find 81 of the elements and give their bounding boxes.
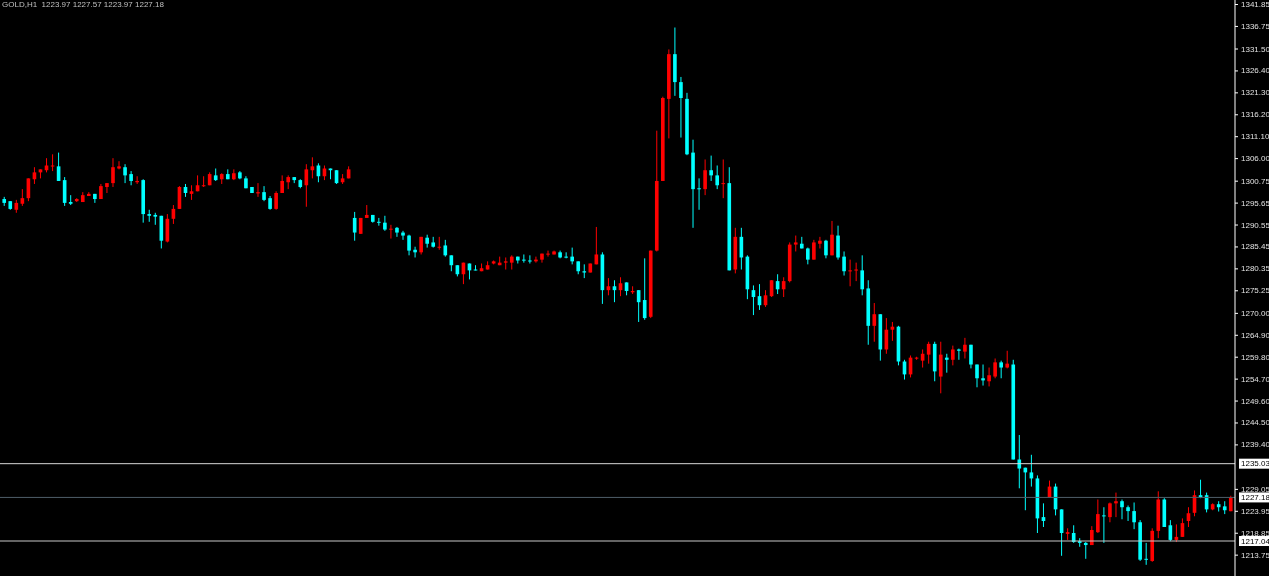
candlestick bbox=[938, 341, 943, 394]
y-tick-label: 1290.55 bbox=[1241, 220, 1269, 230]
candlestick bbox=[1102, 506, 1106, 544]
candlestick bbox=[1120, 498, 1124, 520]
candlestick bbox=[129, 170, 133, 186]
candlestick bbox=[383, 215, 387, 232]
candlestick bbox=[389, 224, 393, 240]
y-tick-label: 1341.85 bbox=[1241, 0, 1269, 10]
y-tick-label: 1306.00 bbox=[1241, 154, 1269, 164]
candlestick bbox=[1017, 434, 1022, 489]
ref-line-label: 1217.04 bbox=[1241, 536, 1269, 546]
candlestick bbox=[848, 259, 852, 287]
y-tick-label: 1326.40 bbox=[1241, 66, 1269, 76]
candlestick bbox=[111, 157, 115, 188]
y-tick-label: 1229.05 bbox=[1241, 484, 1269, 494]
candlestick bbox=[274, 190, 278, 211]
candlestick bbox=[437, 236, 442, 251]
y-tick-label: 1311.10 bbox=[1241, 132, 1269, 142]
candlestick bbox=[872, 302, 877, 343]
candlestick bbox=[709, 155, 713, 182]
candlestick bbox=[564, 251, 568, 259]
y-tick-label: 1249.60 bbox=[1241, 396, 1269, 406]
candlestick bbox=[830, 220, 834, 256]
candlestick bbox=[522, 253, 526, 264]
candlestick bbox=[836, 225, 840, 261]
candlestick bbox=[546, 250, 550, 258]
y-tick-label: 1285.45 bbox=[1241, 242, 1269, 252]
candlestick bbox=[105, 182, 109, 194]
y-tick-label: 1316.20 bbox=[1241, 110, 1269, 120]
candlestick bbox=[715, 164, 720, 190]
candlestick bbox=[407, 234, 411, 256]
candlestick bbox=[981, 364, 985, 387]
y-tick-label: 1218.85 bbox=[1241, 528, 1269, 538]
candlestick bbox=[503, 256, 508, 271]
candlestick bbox=[824, 239, 828, 259]
candlestick bbox=[679, 76, 683, 139]
y-tick-label: 1275.25 bbox=[1241, 286, 1269, 296]
y-tick-label: 1336.75 bbox=[1241, 21, 1269, 31]
candlestick bbox=[854, 262, 858, 282]
chart-title: GOLD,H1 1223.97 1227.57 1223.97 1227.18 bbox=[2, 0, 165, 9]
candlestick bbox=[842, 250, 846, 277]
candlestick bbox=[963, 337, 967, 359]
y-tick-label: 1270.00 bbox=[1241, 308, 1269, 318]
candlestick bbox=[395, 226, 399, 238]
candlestick bbox=[987, 367, 991, 387]
candlestick bbox=[401, 230, 405, 241]
candlestick bbox=[697, 177, 701, 211]
y-tick-label: 1331.50 bbox=[1241, 44, 1269, 54]
candlestick bbox=[1132, 502, 1136, 530]
candlestick bbox=[957, 348, 961, 361]
candlestick bbox=[944, 353, 949, 374]
candlestick bbox=[812, 239, 816, 261]
candlestick bbox=[642, 257, 647, 321]
candlestick bbox=[721, 158, 726, 199]
candlestick bbox=[993, 358, 997, 379]
candlestick bbox=[262, 185, 266, 202]
candlestick bbox=[1096, 498, 1100, 534]
y-tick-label: 1259.80 bbox=[1241, 352, 1269, 362]
candlestick bbox=[1126, 505, 1130, 522]
y-tick-label: 1213.75 bbox=[1241, 550, 1269, 560]
candlestick bbox=[818, 236, 822, 249]
y-tick-label: 1264.90 bbox=[1241, 330, 1269, 340]
candlestick bbox=[703, 158, 707, 196]
y-tick-label: 1300.75 bbox=[1241, 176, 1269, 186]
y-tick-label: 1239.40 bbox=[1241, 440, 1269, 450]
y-tick-label: 1254.70 bbox=[1241, 374, 1269, 384]
y-tick-label: 1295.65 bbox=[1241, 198, 1269, 208]
candlestick bbox=[117, 160, 121, 170]
candlestick bbox=[951, 345, 955, 366]
candlestick bbox=[1144, 542, 1148, 566]
ref-line-label: 1235.03 bbox=[1241, 459, 1269, 469]
candlestick bbox=[860, 254, 865, 296]
y-tick-label: 1223.95 bbox=[1241, 506, 1269, 516]
candlestick bbox=[123, 163, 127, 184]
candlestick bbox=[1108, 502, 1112, 523]
candlestick bbox=[528, 254, 532, 264]
ref-line-label: 1227.18 bbox=[1241, 492, 1269, 502]
y-tick-label: 1244.50 bbox=[1241, 418, 1269, 428]
y-tick-label: 1280.35 bbox=[1241, 264, 1269, 274]
y-tick-label: 1321.30 bbox=[1241, 88, 1269, 98]
candlestick bbox=[1114, 492, 1118, 518]
